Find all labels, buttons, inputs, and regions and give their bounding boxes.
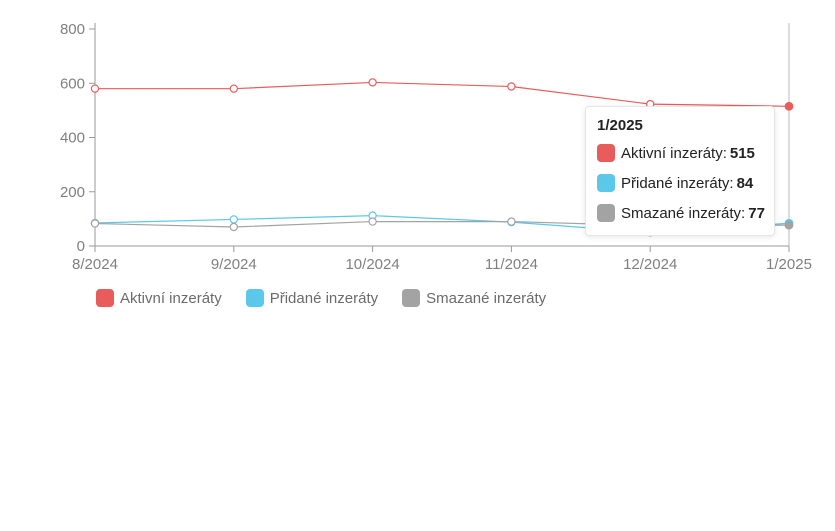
tooltip-value-pridane: 84 [736,174,754,192]
tooltip-label-smazane: Smazané inzeráty: [621,204,746,222]
tooltip-title: 1/2025 [597,117,643,134]
x-tick-label: 8/2024 [72,256,118,273]
data-point-series-2-2[interactable] [368,217,377,226]
tooltip-value-smazane: 77 [748,204,765,222]
tooltip-row-smazane: Smazané inzeráty: 77 [597,203,765,223]
data-point-series-1-1[interactable] [229,215,238,224]
data-point-series-0-2[interactable] [368,78,377,87]
y-tick-label: 800 [60,21,85,38]
x-tick-label: 11/2024 [485,256,538,273]
axes: 0 200 400 600 800 8/2024 9/2024 10/2024 11/2024 1… [60,21,812,273]
legend-swatch-pridane [245,289,264,307]
y-tick-label: 200 [60,184,85,201]
data-point-series-0-3[interactable] [507,82,516,91]
legend-label-smazane: Smazané inzeráty [426,289,547,307]
legend-swatch-smazane [402,289,421,307]
y-tick-label: 400 [60,130,85,147]
data-point-series-2-3[interactable] [507,217,516,226]
data-point-series-0-1[interactable] [229,84,238,93]
data-point-series-2-0[interactable] [90,219,100,228]
tooltip-row-aktivni: Aktivní inzeráty: 515 [597,143,763,163]
y-tick-label: 0 [77,238,85,255]
legend-label-pridane: Přidané inzeráty [269,289,379,307]
tooltip-value-aktivni: 515 [729,144,755,162]
line-chart: 0 200 400 600 800 8/2024 9/2024 10/2024 11/2024 1… [60,21,812,273]
tooltip-swatch-aktivni [597,144,615,162]
x-tick-label: 10/2024 [345,256,399,273]
series-line-0 [95,81,790,107]
data-point-series-0-0[interactable] [90,84,100,93]
x-tick-label: 9/2024 [211,256,257,273]
legend: Aktivní inzeráty Přidané inzeráty Smazan… [96,289,546,307]
tooltip-label-aktivni: Aktivní inzeráty: [621,144,727,162]
tooltip: 1/2025 Aktivní inzeráty: 515 Přidané inz… [585,106,775,236]
legend-item-smazane[interactable]: Smazané inzeráty [402,289,546,307]
legend-swatch-aktivni [96,289,114,307]
x-tick-label: 12/2024 [623,256,677,273]
tooltip-swatch-pridane [597,174,615,192]
tooltip-row-pridane: Přidané inzeráty: 84 [597,173,763,193]
legend-item-pridane[interactable]: Přidané inzeráty [245,289,379,307]
data-point-series-2-5[interactable] [784,220,794,230]
data-point-series-0-5[interactable] [784,101,794,111]
legend-item-aktivni[interactable]: Aktivní inzeráty [96,289,222,307]
y-tick-label: 600 [60,75,85,92]
tooltip-swatch-smazane [597,204,615,222]
data-point-series-2-1[interactable] [229,222,238,232]
x-tick-label: 1/2025 [766,256,812,273]
tooltip-label-pridane: Přidané inzeráty: [621,174,734,192]
legend-label-aktivni: Aktivní inzeráty [120,289,222,307]
